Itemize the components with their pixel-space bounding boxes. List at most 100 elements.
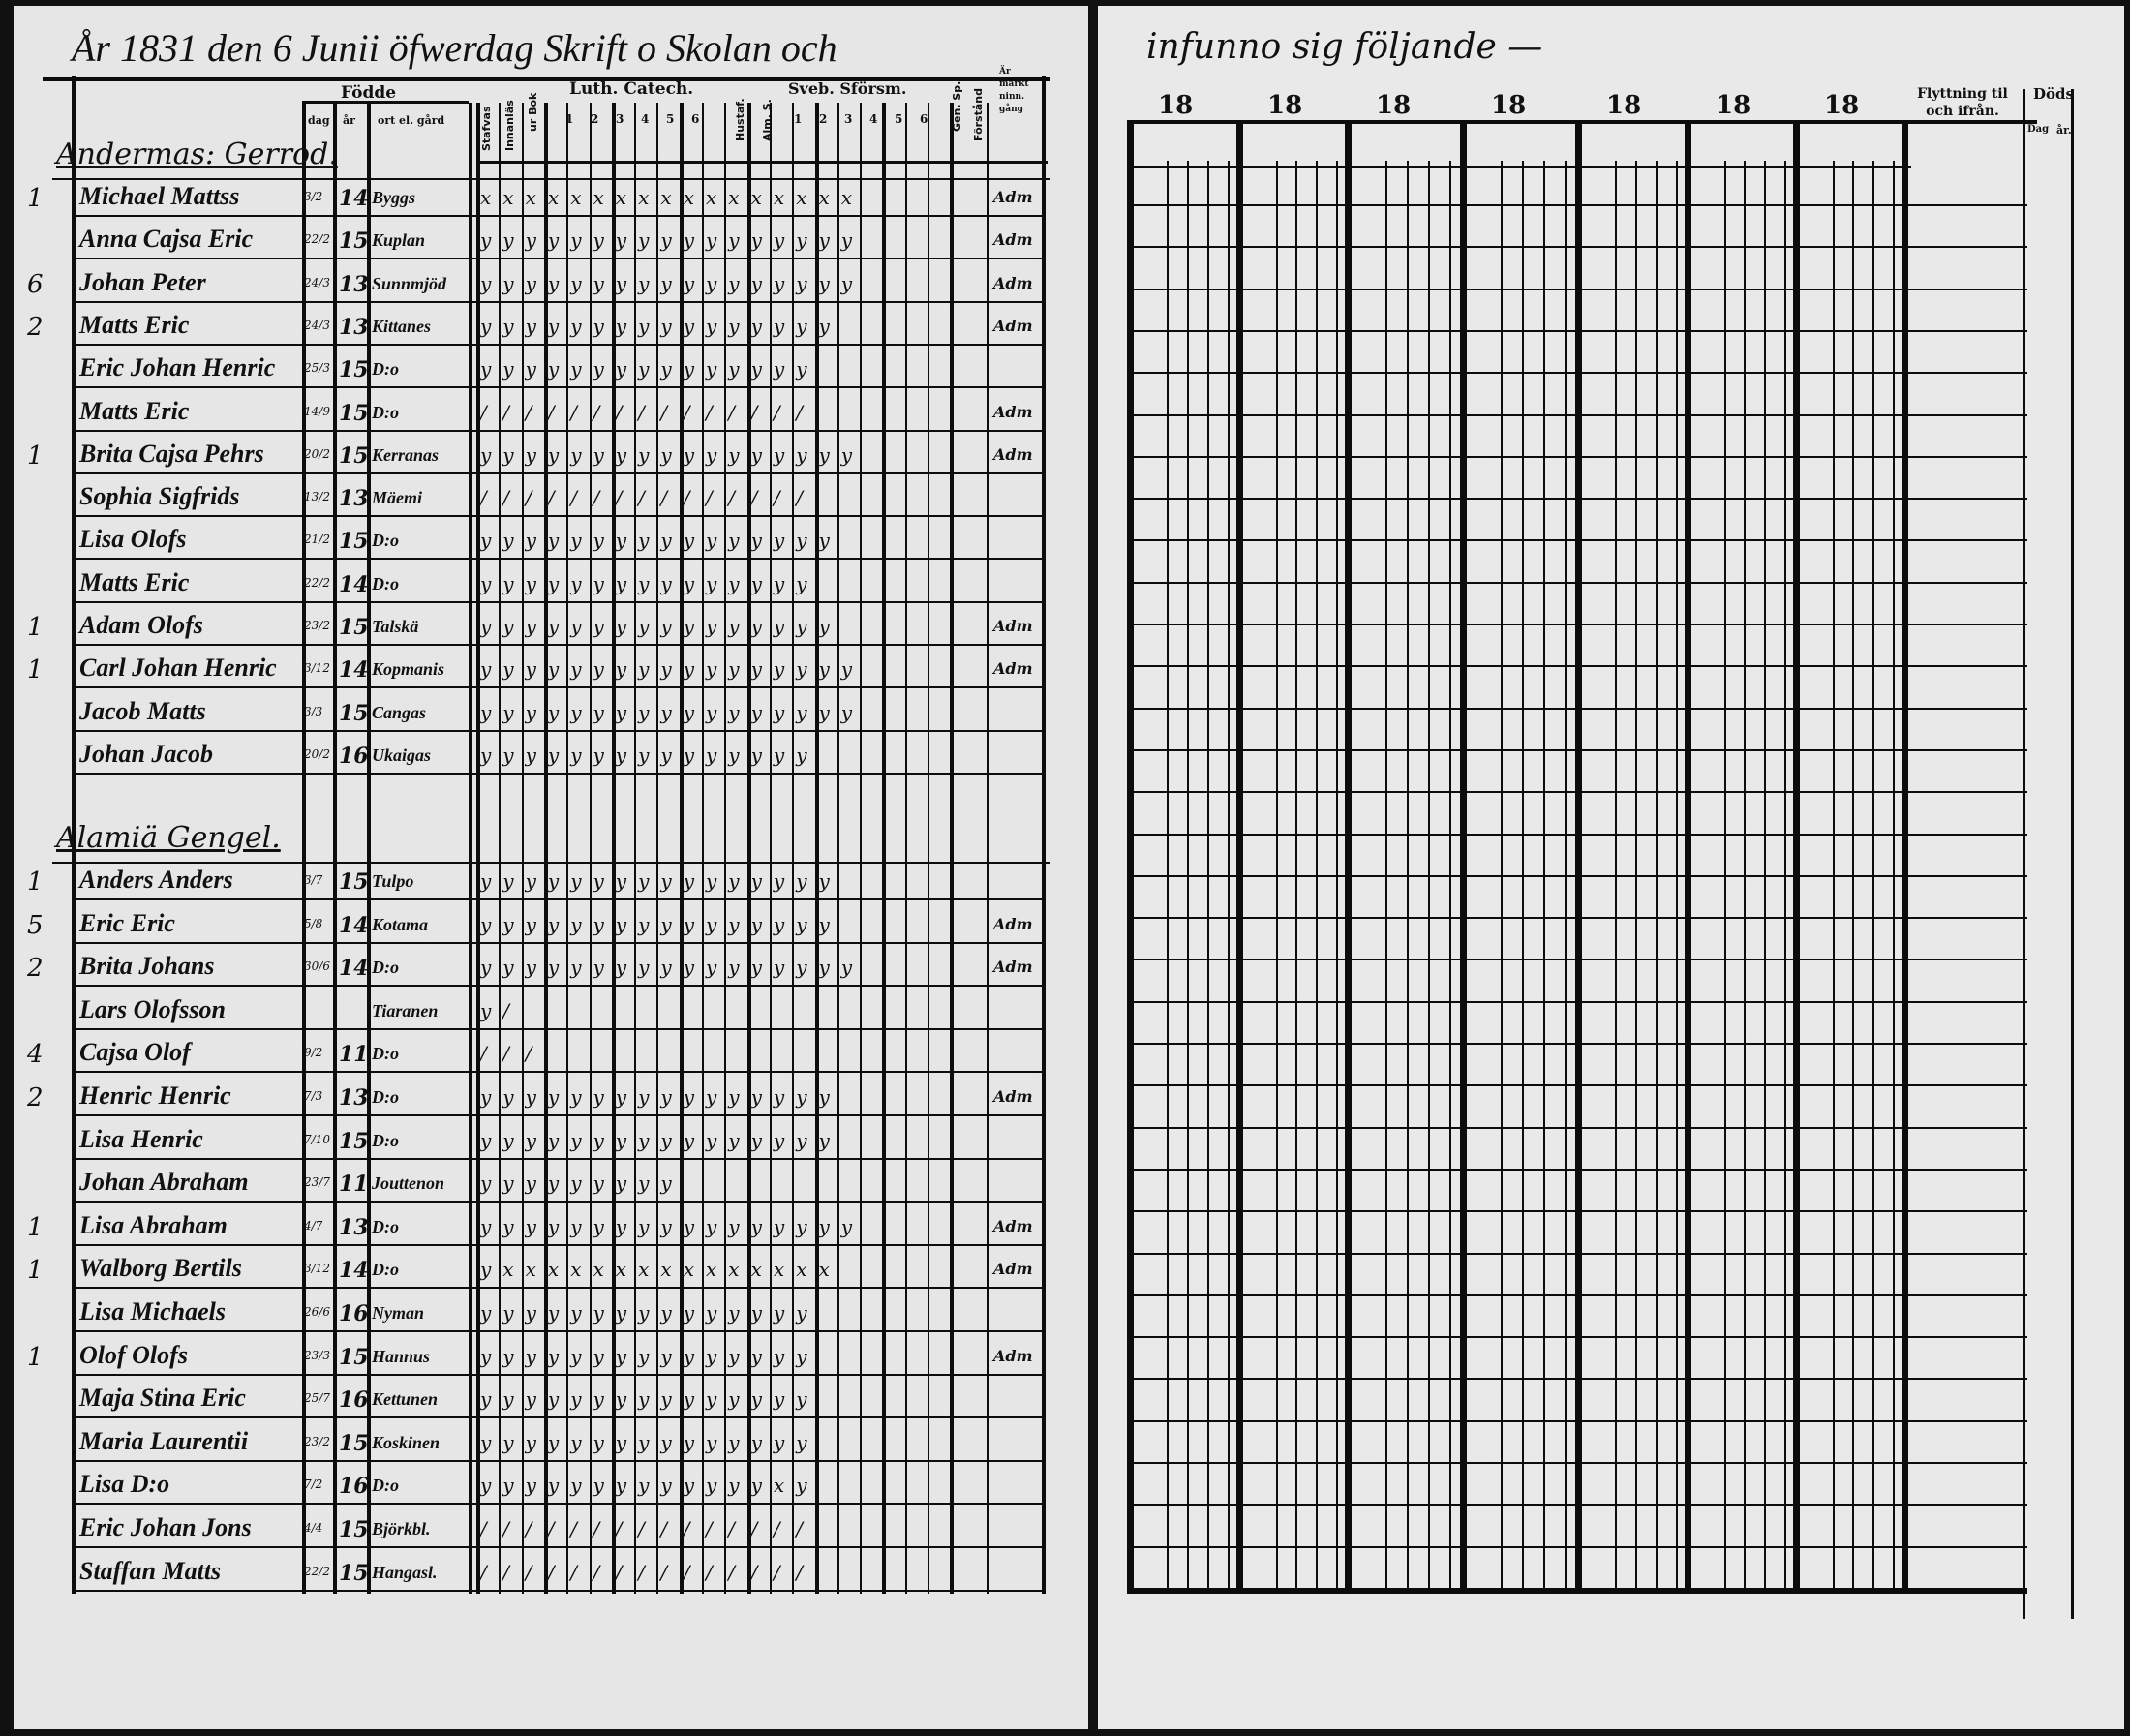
check-mark: y bbox=[638, 442, 650, 467]
check-mark: y bbox=[480, 700, 492, 724]
page-title-left: År 1831 den 6 Junii öfwerdag Skrift o Sk… bbox=[72, 26, 837, 70]
row-rule bbox=[74, 1589, 1042, 1592]
birth-day: 20/2 bbox=[304, 446, 330, 461]
check-mark: y bbox=[615, 314, 627, 338]
check-mark: y bbox=[525, 1301, 536, 1325]
check-mark: y bbox=[728, 1301, 740, 1325]
dods-header: Döds bbox=[2033, 85, 2074, 103]
birth-day: 25/3 bbox=[304, 361, 330, 376]
check-mark: y bbox=[615, 615, 627, 638]
check-mark: y bbox=[750, 743, 762, 767]
check-column-rule bbox=[814, 103, 819, 1594]
sub-column-rule bbox=[1565, 161, 1567, 1594]
check-mark: y bbox=[638, 1301, 650, 1325]
sub-column-rule bbox=[1655, 161, 1658, 1594]
check-mark: / bbox=[593, 1517, 600, 1540]
ur-bok-header: ur Bok bbox=[527, 92, 539, 132]
birth-place: Kopmanis bbox=[372, 659, 445, 680]
check-mark: y bbox=[502, 912, 514, 936]
row-rule bbox=[1127, 748, 2027, 751]
birth-place: Hangasl. bbox=[372, 1562, 438, 1582]
check-mark: / bbox=[502, 1042, 510, 1066]
check-mark: y bbox=[593, 700, 604, 724]
check-column-rule bbox=[724, 103, 727, 1594]
sveb-sforsm-number: 1 bbox=[794, 112, 803, 126]
row-number: 2 bbox=[27, 1083, 44, 1112]
check-mark: x bbox=[750, 1258, 762, 1282]
sub-column-rule bbox=[1764, 161, 1767, 1594]
person-name: Jacob Matts bbox=[79, 696, 206, 725]
check-mark: y bbox=[728, 357, 740, 381]
check-mark: y bbox=[706, 357, 717, 381]
check-mark: y bbox=[615, 1387, 627, 1412]
year-column-rule bbox=[1460, 120, 1467, 1592]
row-rule bbox=[1127, 1378, 2027, 1381]
birth-year: 13 bbox=[339, 1085, 369, 1111]
birth-place: Kotama bbox=[372, 914, 429, 934]
check-mark: y bbox=[728, 700, 740, 724]
check-mark: y bbox=[660, 529, 672, 553]
row-rule bbox=[74, 941, 1042, 944]
person-name: Lisa D:o bbox=[79, 1470, 170, 1499]
check-mark: y bbox=[840, 228, 853, 253]
person-name: Eric Johan Jons bbox=[79, 1513, 252, 1541]
check-column-rule bbox=[566, 103, 569, 1594]
person-name: Adam Olofs bbox=[79, 611, 203, 639]
sub-column-rule bbox=[1543, 161, 1546, 1594]
check-mark: y bbox=[796, 1344, 807, 1368]
check-mark: y bbox=[615, 700, 627, 724]
nattv-note: Adm bbox=[993, 659, 1033, 679]
check-mark: y bbox=[660, 442, 672, 467]
sveb-sforsm-number: 5 bbox=[895, 112, 903, 126]
check-mark: y bbox=[818, 271, 830, 295]
check-mark: y bbox=[502, 1430, 514, 1454]
check-mark: y bbox=[480, 271, 492, 295]
birth-day: 22/2 bbox=[304, 232, 330, 247]
check-mark: y bbox=[683, 357, 694, 381]
check-mark: y bbox=[706, 529, 717, 553]
check-mark: y bbox=[706, 1387, 717, 1412]
check-mark: / bbox=[570, 1560, 577, 1584]
row-rule bbox=[74, 343, 1042, 346]
birth-place: Mäemi bbox=[372, 488, 422, 508]
check-mark: y bbox=[750, 529, 762, 553]
check-mark: y bbox=[728, 1474, 740, 1498]
birth-year: 15 bbox=[339, 869, 369, 895]
check-mark: y bbox=[773, 1301, 785, 1325]
row-rule bbox=[74, 1027, 1042, 1030]
birth-year: 15 bbox=[339, 529, 369, 555]
check-mark: y bbox=[570, 956, 582, 980]
birth-day: 4/4 bbox=[304, 1521, 323, 1535]
check-mark: y bbox=[683, 1085, 694, 1109]
check-mark: y bbox=[683, 1387, 694, 1412]
check-mark: y bbox=[525, 956, 536, 980]
check-mark: y bbox=[660, 743, 672, 767]
check-mark: y bbox=[706, 657, 717, 682]
sub-column-rule bbox=[1385, 161, 1388, 1594]
nattv-note: Adm bbox=[993, 617, 1033, 635]
check-mark: / bbox=[502, 1517, 510, 1540]
check-mark: y bbox=[570, 228, 582, 253]
check-mark: / bbox=[615, 486, 623, 510]
birth-place: Koskinen bbox=[372, 1432, 441, 1452]
check-mark: / bbox=[796, 486, 803, 510]
birth-place: Tiaranen bbox=[372, 1000, 439, 1020]
alm-s-header: Alm. S. bbox=[761, 99, 774, 141]
check-mark: y bbox=[818, 228, 830, 253]
birth-place: Byggs bbox=[372, 188, 415, 207]
check-mark: y bbox=[818, 1085, 830, 1109]
check-mark: y bbox=[547, 657, 560, 682]
birth-year: 15 bbox=[339, 1344, 369, 1370]
check-mark: / bbox=[480, 486, 487, 510]
check-mark: y bbox=[502, 442, 514, 467]
nattv-note: Adm bbox=[993, 444, 1033, 464]
row-rule bbox=[74, 472, 1042, 474]
fodde-header: Födde bbox=[341, 83, 397, 103]
check-mark: y bbox=[750, 1128, 762, 1152]
birth-day: 23/7 bbox=[304, 1175, 330, 1190]
birth-day: 3/3 bbox=[304, 704, 323, 718]
check-mark: y bbox=[773, 615, 785, 638]
row-rule bbox=[74, 300, 1042, 303]
check-mark: y bbox=[773, 529, 785, 553]
check-mark: y bbox=[547, 869, 560, 893]
